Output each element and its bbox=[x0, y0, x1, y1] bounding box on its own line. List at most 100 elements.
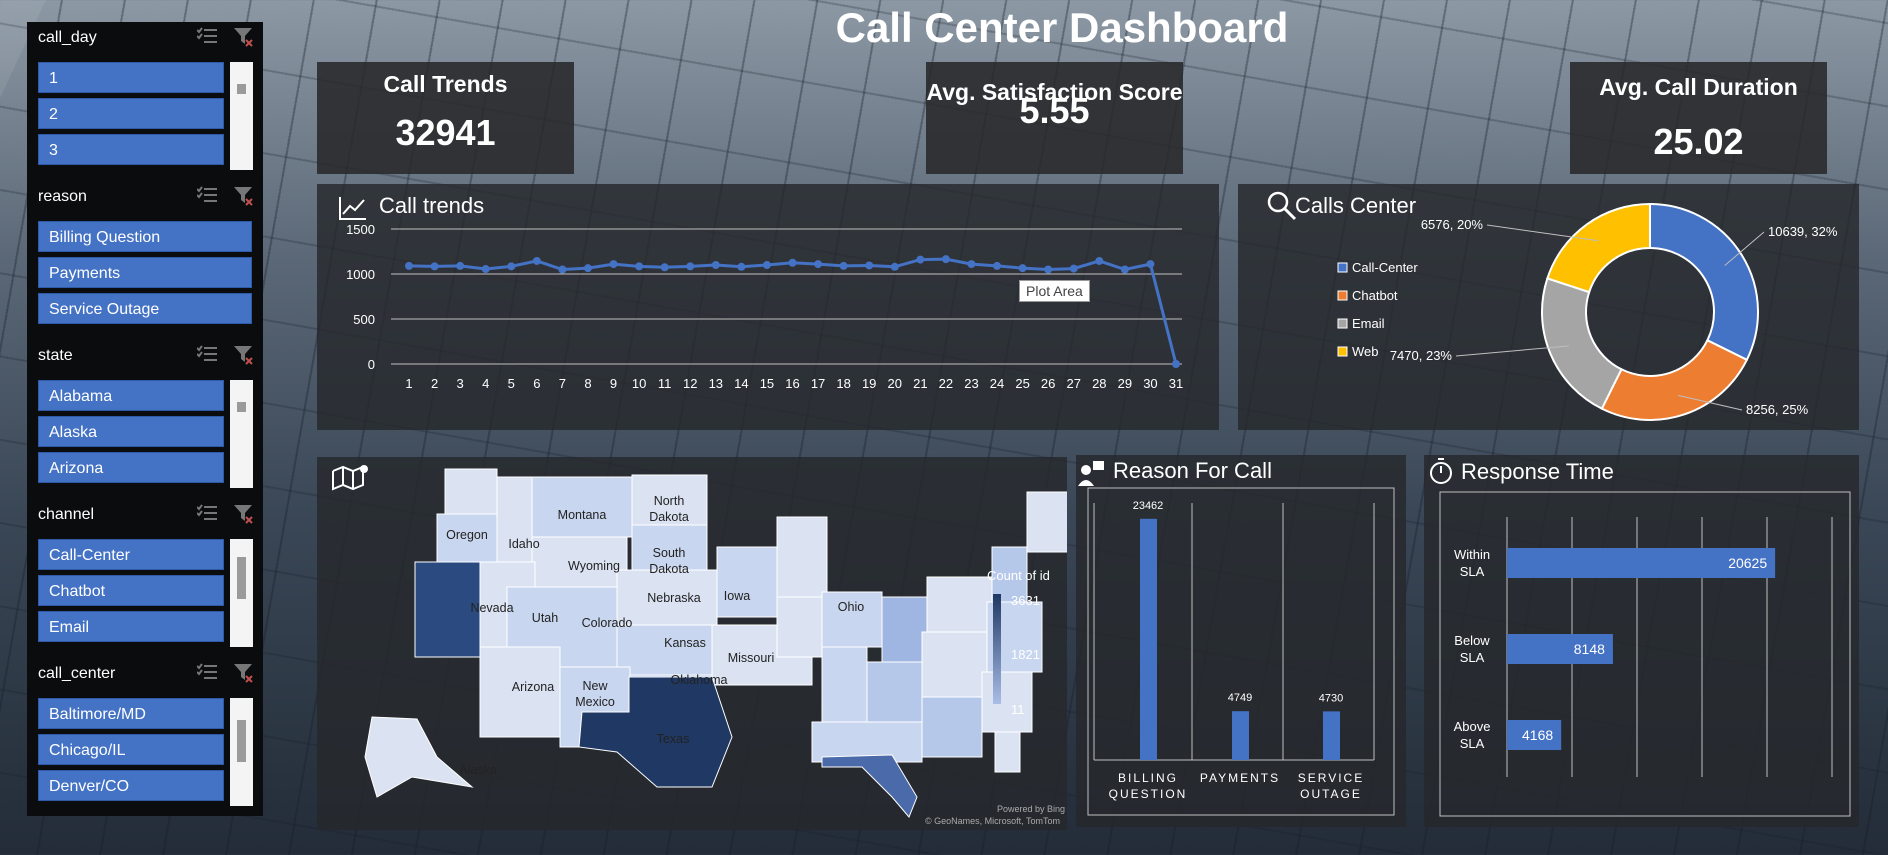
map-panel[interactable]: Oregon Idaho Montana North Dakota South Dakota… bbox=[317, 457, 1067, 830]
donut-data-label: 8256, 25% bbox=[1746, 402, 1809, 417]
map-icon bbox=[332, 465, 368, 491]
data-point bbox=[711, 261, 720, 269]
kpi-call-trends: Call Trends 32941 bbox=[317, 62, 574, 174]
slicer-item[interactable]: Service Outage bbox=[38, 293, 252, 324]
magnifier-icon bbox=[1267, 191, 1297, 221]
state-shape bbox=[616, 569, 718, 626]
data-point bbox=[993, 261, 1002, 270]
clear-filter-icon[interactable] bbox=[233, 27, 253, 47]
multi-select-icon[interactable] bbox=[197, 504, 217, 522]
slicer-item[interactable]: 1 bbox=[38, 62, 224, 93]
x-tick-label: 14 bbox=[734, 376, 748, 391]
donut-slice bbox=[1649, 202, 1759, 362]
state-shape bbox=[821, 646, 868, 723]
donut-data-label: 6576, 20% bbox=[1421, 217, 1484, 232]
state-shape bbox=[921, 696, 983, 758]
slicer-item[interactable]: 3 bbox=[38, 134, 224, 165]
state-shape bbox=[994, 731, 1021, 773]
state-shape bbox=[616, 624, 713, 676]
leader-line bbox=[1455, 345, 1569, 357]
kpi-satisfaction-title: Avg. Satisfaction Score bbox=[926, 79, 1183, 105]
multi-select-icon[interactable] bbox=[197, 663, 217, 681]
slicer-item[interactable]: Denver/CO bbox=[38, 770, 224, 801]
map-credit-sources: © GeoNames, Microsoft, TomTom bbox=[925, 816, 1060, 826]
state-shape bbox=[436, 513, 508, 563]
x-tick-label: 12 bbox=[683, 376, 697, 391]
people-icon bbox=[1078, 461, 1104, 486]
reason-panel[interactable]: Reason For Call 23462 BILLING QUESTION 4749… bbox=[1076, 455, 1406, 827]
x-tick-label: 31 bbox=[1169, 376, 1183, 391]
state-shape bbox=[776, 516, 828, 598]
slicer-item[interactable]: 2 bbox=[38, 98, 224, 129]
data-point bbox=[890, 262, 899, 271]
clear-filter-icon[interactable] bbox=[233, 345, 253, 365]
x-tick-label: 10 bbox=[632, 376, 646, 391]
reason-title: Reason For Call bbox=[1113, 458, 1272, 483]
bar-value-label: 4168 bbox=[1522, 727, 1553, 743]
response-panel[interactable]: Response Time 20625 Within SLA 8148 Below SLA… bbox=[1424, 455, 1859, 827]
legend-swatch bbox=[1337, 290, 1348, 301]
slicer-item[interactable]: Alaska bbox=[38, 416, 224, 447]
scroll-thumb[interactable] bbox=[237, 84, 246, 94]
category-label: Below bbox=[1454, 633, 1490, 648]
clear-filter-icon[interactable] bbox=[233, 504, 253, 524]
call-trends-title: Call trends bbox=[379, 193, 485, 218]
scroll-thumb[interactable] bbox=[237, 402, 246, 412]
x-tick-label: 8 bbox=[584, 376, 591, 391]
multi-select-icon[interactable] bbox=[197, 186, 217, 204]
state-shape bbox=[1026, 491, 1067, 553]
donut-data-label: 7470, 23% bbox=[1390, 348, 1453, 363]
call-trends-panel[interactable]: Call trends 0 500 1000 1500 1 2 3 4 5 6 7 8 9 10 11 12 1… bbox=[317, 184, 1219, 430]
slicer-scrollbar[interactable] bbox=[230, 62, 253, 170]
kpi-duration-title: Avg. Call Duration bbox=[1599, 74, 1798, 100]
response-bar bbox=[1507, 720, 1562, 750]
slicer-item[interactable]: Payments bbox=[38, 257, 252, 288]
donut-slice bbox=[1546, 202, 1651, 294]
category-label: OUTAGE bbox=[1300, 787, 1362, 801]
bar-value-label: 8148 bbox=[1574, 641, 1605, 657]
data-point bbox=[430, 262, 439, 271]
leader-line bbox=[1724, 231, 1765, 266]
data-point bbox=[1146, 260, 1155, 269]
map-legend-mid: 1821 bbox=[1011, 647, 1040, 662]
slicer-item[interactable]: Call-Center bbox=[38, 539, 224, 570]
state-texas bbox=[578, 676, 733, 788]
slicer-item[interactable]: Chatbot bbox=[38, 575, 224, 606]
state-label: Alaska bbox=[459, 763, 497, 777]
data-point bbox=[839, 261, 848, 270]
multi-select-icon[interactable] bbox=[197, 27, 217, 45]
slicer-scrollbar[interactable] bbox=[230, 539, 253, 647]
scroll-thumb[interactable] bbox=[237, 557, 246, 599]
slicer-item[interactable]: Baltimore/MD bbox=[38, 698, 224, 729]
state-label: Idaho bbox=[508, 537, 539, 551]
state-label: Kansas bbox=[664, 636, 706, 650]
x-tick-label: 11 bbox=[658, 376, 672, 391]
slicer-item[interactable]: Billing Question bbox=[38, 221, 252, 252]
y-tick-label: 1000 bbox=[346, 267, 375, 282]
state-label: Iowa bbox=[724, 589, 750, 603]
kpi-satisfaction: Avg. Satisfaction Score 5.55 bbox=[926, 62, 1183, 174]
calls-center-panel[interactable]: Calls Center 10639, 32% Call-Center 8256, … bbox=[1238, 184, 1859, 430]
map-legend-min: 11 bbox=[1011, 702, 1025, 717]
slicer-item[interactable]: Alabama bbox=[38, 380, 224, 411]
slicer-scrollbar[interactable] bbox=[230, 698, 253, 806]
reason-chart: 23462 BILLING QUESTION 4749 PAYMENTS 4730 SERV… bbox=[1087, 487, 1395, 816]
slicer-item[interactable]: Chicago/IL bbox=[38, 734, 224, 765]
category-label: Within bbox=[1454, 547, 1490, 562]
data-point bbox=[532, 256, 541, 265]
data-point bbox=[916, 255, 925, 264]
slicer-scrollbar[interactable] bbox=[230, 380, 253, 488]
multi-select-icon[interactable] bbox=[197, 345, 217, 363]
state-shape bbox=[881, 596, 928, 663]
state-shape bbox=[866, 661, 923, 723]
clear-filter-icon[interactable] bbox=[233, 186, 253, 206]
state-shape bbox=[716, 546, 778, 618]
data-point bbox=[1044, 265, 1053, 274]
data-point bbox=[737, 262, 746, 271]
clear-filter-icon[interactable] bbox=[233, 663, 253, 683]
slicer-item[interactable]: Email bbox=[38, 611, 224, 642]
scroll-thumb[interactable] bbox=[237, 720, 246, 762]
state-label: Wyoming bbox=[568, 559, 620, 573]
slicer-item[interactable]: Arizona bbox=[38, 452, 224, 483]
x-tick-label: 9 bbox=[610, 376, 617, 391]
